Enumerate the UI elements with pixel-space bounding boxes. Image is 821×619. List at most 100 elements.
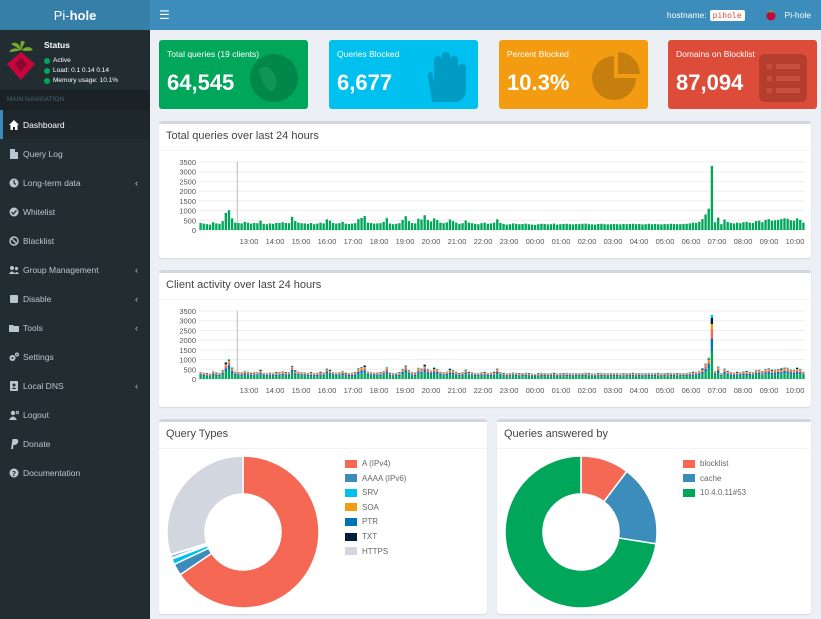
sidebar-item-donate[interactable]: Donate — [0, 429, 150, 458]
stacked-bar-segment[interactable] — [420, 370, 423, 373]
stacked-bar-segment[interactable] — [477, 374, 480, 375]
stacked-bar-segment[interactable] — [628, 376, 632, 379]
stacked-bar-segment[interactable] — [439, 372, 442, 375]
stacked-bar-segment[interactable] — [414, 376, 417, 379]
stacked-bar-segment[interactable] — [303, 374, 306, 376]
stacked-bar-segment[interactable] — [470, 375, 474, 379]
stacked-bar-segment[interactable] — [644, 374, 647, 377]
stacked-bar-segment[interactable] — [511, 375, 515, 379]
stacked-bar-segment[interactable] — [729, 375, 733, 379]
stacked-bar-segment[interactable] — [357, 374, 360, 379]
bar[interactable] — [328, 220, 332, 230]
stacked-bar-segment[interactable] — [290, 366, 294, 369]
stacked-bar-segment[interactable] — [767, 368, 770, 369]
stacked-bar-segment[interactable] — [237, 374, 240, 376]
bar[interactable] — [341, 221, 344, 230]
stacked-bar-segment[interactable] — [713, 372, 717, 374]
stacked-bar-segment[interactable] — [398, 372, 401, 374]
stacked-bar-segment[interactable] — [234, 375, 237, 379]
stacked-bar-segment[interactable] — [246, 372, 250, 373]
stacked-bar-segment[interactable] — [287, 374, 291, 376]
stacked-bar-segment[interactable] — [268, 375, 272, 379]
stacked-bar-segment[interactable] — [467, 375, 471, 379]
stacked-bar-segment[interactable] — [679, 376, 682, 379]
stacked-bar-segment[interactable] — [426, 370, 430, 373]
stacked-bar-segment[interactable] — [455, 374, 458, 376]
bar[interactable] — [379, 223, 382, 230]
stacked-bar-segment[interactable] — [631, 374, 635, 375]
stacked-bar-segment[interactable] — [587, 373, 590, 374]
stacked-bar-segment[interactable] — [338, 372, 341, 374]
stacked-bar-segment[interactable] — [663, 375, 666, 377]
stacked-bar-segment[interactable] — [758, 370, 761, 372]
stacked-bar-segment[interactable] — [688, 373, 691, 375]
stacked-bar-segment[interactable] — [420, 369, 423, 371]
stacked-bar-segment[interactable] — [568, 374, 572, 375]
stacked-bar-segment[interactable] — [571, 375, 575, 377]
stacked-bar-segment[interactable] — [739, 373, 742, 375]
stacked-bar-segment[interactable] — [417, 373, 420, 379]
bar[interactable] — [265, 224, 269, 230]
stacked-bar-segment[interactable] — [540, 375, 543, 379]
stacked-bar-segment[interactable] — [271, 373, 275, 375]
stacked-bar-segment[interactable] — [571, 373, 575, 375]
stacked-bar-segment[interactable] — [511, 373, 515, 375]
stacked-bar-segment[interactable] — [540, 373, 543, 374]
stacked-bar-segment[interactable] — [717, 367, 720, 369]
stacked-bar-segment[interactable] — [218, 374, 221, 377]
stacked-bar-segment[interactable] — [628, 375, 632, 377]
bar[interactable] — [357, 219, 360, 230]
stacked-bar-segment[interactable] — [530, 374, 534, 376]
stacked-bar-segment[interactable] — [770, 371, 774, 373]
stacked-bar-segment[interactable] — [672, 374, 676, 375]
bar[interactable] — [581, 223, 584, 230]
stacked-bar-segment[interactable] — [565, 374, 568, 377]
stacked-bar-segment[interactable] — [707, 361, 710, 365]
bar[interactable] — [369, 223, 373, 230]
stacked-bar-segment[interactable] — [657, 374, 660, 376]
stacked-bar-segment[interactable] — [407, 374, 411, 379]
bar[interactable] — [234, 222, 237, 230]
stacked-bar-segment[interactable] — [445, 373, 448, 376]
stacked-bar-segment[interactable] — [489, 373, 493, 375]
stacked-bar-segment[interactable] — [663, 373, 666, 376]
stacked-bar-segment[interactable] — [625, 374, 628, 376]
stacked-bar-segment[interactable] — [410, 374, 414, 376]
stacked-bar-segment[interactable] — [773, 372, 777, 375]
stacked-bar-segment[interactable] — [597, 376, 600, 379]
stacked-bar-segment[interactable] — [773, 370, 777, 371]
stacked-bar-segment[interactable] — [499, 375, 502, 379]
stacked-bar-segment[interactable] — [597, 375, 600, 377]
stacked-bar-segment[interactable] — [518, 374, 521, 376]
bar[interactable] — [751, 223, 755, 230]
stacked-bar-segment[interactable] — [543, 374, 546, 377]
bar[interactable] — [464, 220, 467, 230]
bar[interactable] — [625, 224, 628, 230]
stacked-bar-segment[interactable] — [249, 373, 253, 375]
stacked-bar-segment[interactable] — [518, 375, 521, 377]
stacked-bar-segment[interactable] — [344, 376, 347, 379]
stacked-bar-segment[interactable] — [672, 373, 676, 375]
stacked-bar-segment[interactable] — [246, 374, 250, 376]
stacked-bar-segment[interactable] — [653, 373, 657, 375]
stacked-bar-segment[interactable] — [581, 375, 584, 379]
bar[interactable] — [366, 222, 370, 230]
stacked-bar-segment[interactable] — [268, 373, 272, 375]
bar[interactable] — [799, 219, 802, 230]
bar[interactable] — [360, 217, 363, 230]
bar[interactable] — [505, 224, 508, 230]
stacked-bar-segment[interactable] — [707, 364, 710, 369]
stacked-bar-segment[interactable] — [641, 375, 644, 377]
stacked-bar-segment[interactable] — [606, 373, 609, 375]
stacked-bar-segment[interactable] — [354, 373, 357, 375]
stacked-bar-segment[interactable] — [754, 374, 758, 379]
stacked-bar-segment[interactable] — [780, 369, 783, 371]
stacked-bar-segment[interactable] — [284, 372, 287, 374]
stacked-bar-segment[interactable] — [641, 374, 644, 376]
stacked-bar-segment[interactable] — [780, 374, 783, 379]
bar[interactable] — [347, 223, 351, 230]
bar[interactable] — [445, 222, 448, 230]
stacked-bar-segment[interactable] — [492, 375, 496, 379]
bar[interactable] — [707, 208, 710, 230]
bar[interactable] — [492, 222, 496, 230]
